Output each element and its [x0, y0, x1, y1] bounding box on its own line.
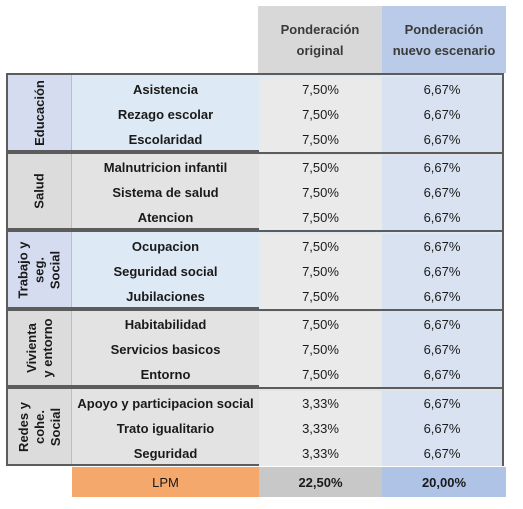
table-row: Malnutricion infantil 7,50% 6,67%	[72, 155, 502, 180]
table-row: Atencion 7,50% 6,67%	[72, 205, 502, 230]
value-original: 7,50%	[259, 259, 382, 284]
row-label: Apoyo y participacion social	[77, 396, 254, 411]
value-new: 6,67%	[382, 312, 502, 337]
total-new: 20,00%	[382, 467, 506, 497]
value-original: 7,50%	[259, 284, 382, 309]
value-original: 7,50%	[259, 362, 382, 387]
row-label: Seguridad	[133, 446, 198, 461]
value-new: 6,67%	[382, 391, 502, 416]
row-label: Seguridad social	[113, 264, 218, 279]
value-new: 6,67%	[382, 362, 502, 387]
value-original: 3,33%	[259, 441, 382, 466]
group-redes: Redes y cohe. Social Apoyo y participaci…	[6, 387, 504, 466]
table-row: Entorno 7,50% 6,67%	[72, 362, 502, 387]
value-new: 6,67%	[382, 77, 502, 102]
value-new: 6,67%	[382, 127, 502, 152]
group-title-cell: Trabajo y seg. Social	[8, 232, 72, 307]
value-original: 7,50%	[259, 180, 382, 205]
table-row: Seguridad social 7,50% 6,67%	[72, 259, 502, 284]
row-label: Entorno	[140, 367, 191, 382]
value-original: 7,50%	[259, 234, 382, 259]
row-label: Atencion	[137, 210, 194, 225]
row-label: Sistema de salud	[112, 185, 219, 200]
header-original-label: Ponderación original	[280, 21, 360, 58]
value-new: 6,67%	[382, 102, 502, 127]
table-row: Habitabilidad 7,50% 6,67%	[72, 312, 502, 337]
table-row: Asistencia 7,50% 6,67%	[72, 77, 502, 102]
value-new: 6,67%	[382, 337, 502, 362]
row-label: Ocupacion	[131, 239, 200, 254]
value-new: 6,67%	[382, 416, 502, 441]
value-original: 7,50%	[259, 337, 382, 362]
group-educacion: Educación Asistencia 7,50% 6,67% Rezago …	[6, 73, 504, 152]
row-label: Jubilaciones	[126, 289, 205, 304]
header-ponderacion-nuevo: Ponderación nuevo escenario	[382, 6, 506, 73]
table-row: Ocupacion 7,50% 6,67%	[72, 234, 502, 259]
group-title: Salud	[31, 173, 47, 209]
row-label: Habitabilidad	[124, 317, 207, 332]
total-original: 22,50%	[259, 467, 382, 497]
group-title-cell: Vivienta y entorno	[8, 311, 72, 385]
group-salud: Salud Malnutricion infantil 7,50% 6,67% …	[6, 152, 504, 230]
table-row: Trato igualitario 3,33% 6,67%	[72, 416, 502, 441]
header-ponderacion-original: Ponderación original	[258, 6, 382, 73]
group-title-cell: Redes y cohe. Social	[8, 389, 72, 464]
header-new-label: Ponderación nuevo escenario	[392, 21, 496, 58]
group-vivienda: Vivienta y entorno Habitabilidad 7,50% 6…	[6, 309, 504, 387]
group-trabajo: Trabajo y seg. Social Ocupacion 7,50% 6,…	[6, 230, 504, 309]
group-title: Trabajo y seg. Social	[15, 240, 63, 299]
row-label: Servicios basicos	[110, 342, 221, 357]
value-new: 6,67%	[382, 259, 502, 284]
table-row: Rezago escolar 7,50% 6,67%	[72, 102, 502, 127]
value-original: 7,50%	[259, 155, 382, 180]
row-label: Escolaridad	[128, 132, 203, 147]
value-original: 3,33%	[259, 391, 382, 416]
table-row: Servicios basicos 7,50% 6,67%	[72, 337, 502, 362]
value-new: 6,67%	[382, 180, 502, 205]
group-title-cell: Salud	[8, 154, 72, 228]
table-row: Jubilaciones 7,50% 6,67%	[72, 284, 502, 309]
table-row: Escolaridad 7,50% 6,67%	[72, 127, 502, 152]
total-label: LPM	[72, 467, 259, 497]
table-row: Seguridad 3,33% 6,67%	[72, 441, 502, 466]
value-original: 3,33%	[259, 416, 382, 441]
value-original: 7,50%	[259, 127, 382, 152]
value-original: 7,50%	[259, 77, 382, 102]
table-row: Apoyo y participacion social 3,33% 6,67%	[72, 391, 502, 416]
row-label: Asistencia	[132, 82, 199, 97]
value-new: 6,67%	[382, 155, 502, 180]
value-original: 7,50%	[259, 102, 382, 127]
group-title-cell: Educación	[8, 75, 72, 150]
value-original: 7,50%	[259, 312, 382, 337]
value-new: 6,67%	[382, 205, 502, 230]
group-title: Redes y cohe. Social	[15, 401, 63, 452]
value-new: 6,67%	[382, 441, 502, 466]
group-title: Vivienta y entorno	[23, 318, 55, 378]
group-title: Educación	[31, 79, 47, 146]
row-label: Malnutricion infantil	[103, 160, 228, 175]
value-new: 6,67%	[382, 234, 502, 259]
row-label: Rezago escolar	[117, 107, 214, 122]
value-original: 7,50%	[259, 205, 382, 230]
table-row: Sistema de salud 7,50% 6,67%	[72, 180, 502, 205]
row-label: Trato igualitario	[116, 421, 215, 436]
value-new: 6,67%	[382, 284, 502, 309]
